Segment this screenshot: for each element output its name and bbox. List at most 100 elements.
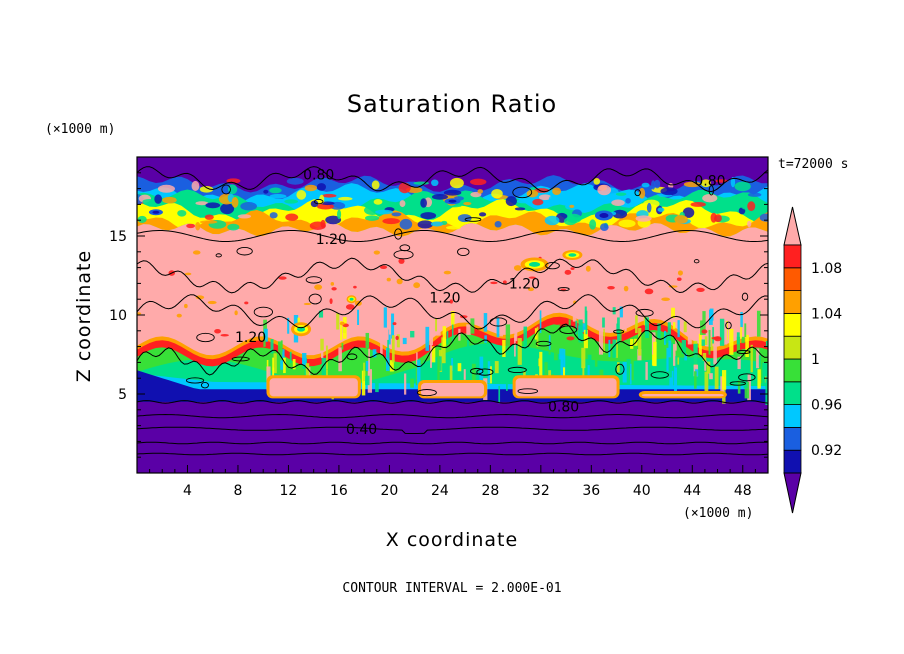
mixed-streak [496,317,500,338]
upper-speck [137,215,147,223]
colorbar: 0.92 0.96 1 1.04 1.08 [783,206,842,514]
pink-speck [331,287,337,291]
upper-speck [552,187,562,195]
upper-speck [563,217,577,226]
colorbar-segment [783,267,802,291]
pink-speck [330,282,335,286]
upper-speck [597,184,612,196]
x-tick-label: 28 [481,483,499,499]
mixed-streak [388,322,392,335]
moist-blob-center [528,261,541,267]
mixed-streak [505,324,511,351]
colorbar-tick-label: 0.92 [811,443,842,459]
mixed-streak [536,326,539,347]
mixed-streak [757,369,761,389]
mixed-streak [673,344,676,366]
colorbar-top-arrow [783,206,802,246]
mixed-streak [559,348,564,360]
mixed-streak [668,362,672,378]
mixed-streak [563,348,566,374]
mixed-streak [437,355,440,384]
contour-lower-3 [137,413,768,419]
contour-loop [416,389,437,397]
contour-loop [512,186,533,199]
mixed-streak [514,335,516,357]
mixed-streak [723,322,728,345]
upper-speck [657,207,665,212]
contour-loop [650,371,669,379]
pink-speck [339,321,345,326]
x-tick-label: 12 [280,483,298,499]
mixed-streak [683,321,687,333]
contour-loop [305,276,323,284]
mixed-streak [560,356,564,378]
mixed-streak [572,302,577,322]
contour-label: 0.80 [548,400,579,416]
mixed-streak [273,353,277,374]
pink-speck [714,336,722,342]
pink-speck [373,250,381,255]
mixed-streak [451,358,454,371]
contour-loop [185,377,205,384]
upper-speck [430,221,443,227]
upper-speck [269,194,287,199]
pink-speck [398,258,405,264]
mixed-streak [765,379,768,406]
mixed-streak [585,310,588,335]
y-unit-label: (×1000 m) [45,122,115,137]
upper-speck [660,187,678,196]
upper-speck [730,176,736,188]
upper-speck [263,189,269,194]
mixed-streak [466,324,471,335]
mixed-streak [598,326,603,355]
colorbar-bottom-arrow [783,472,802,514]
mixed-streak [263,339,266,347]
pink-speck [553,322,561,325]
moist-blob-center [568,253,577,257]
mixed-streak [389,360,394,372]
contour-lower-1 [137,452,768,456]
contour-loop [545,261,560,270]
pink-speck [502,280,507,284]
mixed-streak [404,373,407,395]
pink-speck [585,265,591,272]
mixed-streak [289,320,293,328]
moist-blob-center [349,297,354,301]
upper-speck [399,218,413,230]
mixed-streak [608,339,611,358]
contour-1.20-mid [137,257,768,294]
mixed-streak [704,371,709,393]
mixed-streak [471,363,476,387]
contour-loop [215,253,222,258]
upper-speck [544,215,560,226]
mixed-streak [380,336,383,355]
mixed-streak [372,349,377,358]
upper-speck [338,196,353,201]
colorbar-tick-label: 1.04 [811,306,842,322]
mixed-streak [583,329,588,349]
mixed-streak [278,341,283,361]
mixed-streak [669,370,674,387]
mixed-streak [430,343,432,368]
mixed-streak [657,323,661,339]
upper-speck [445,225,461,230]
mixed-streak [741,336,745,344]
mixed-streak [653,341,657,367]
contour-loop [313,199,324,205]
x-tick-label: 48 [734,483,752,499]
upper-speck [373,199,383,205]
pink-speck [625,334,630,339]
contour-loop [507,366,527,374]
contour-loop [741,292,749,301]
upper-speck [375,209,394,215]
mixed-streak [756,348,760,369]
upper-speck [714,214,722,223]
mixed-streak [744,381,750,399]
upper-speck [269,212,278,219]
mixed-streak [402,337,407,345]
mixed-streak [270,338,274,354]
upper-speck [491,188,503,199]
cloud-lens [269,378,358,397]
dry-pocket-core [599,212,609,218]
upper-speck [382,218,400,225]
